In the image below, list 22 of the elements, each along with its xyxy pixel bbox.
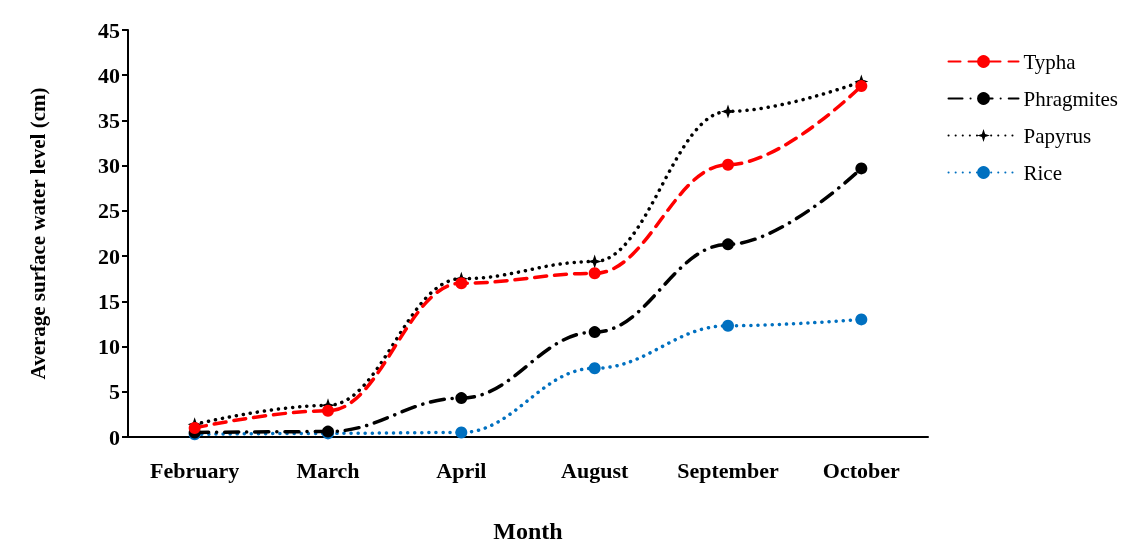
y-tick-label: 25 bbox=[98, 198, 120, 224]
y-tick-label: 45 bbox=[98, 17, 120, 43]
legend-label: Papyrus bbox=[1023, 123, 1092, 148]
y-tick-label: 0 bbox=[109, 424, 120, 450]
y-tick-label: 10 bbox=[98, 334, 120, 360]
x-tick-label: March bbox=[296, 457, 360, 483]
y-axis-title: Average surface water level (cm) bbox=[25, 87, 50, 380]
legend-label: Phragmites bbox=[1023, 86, 1119, 111]
y-tick-label: 15 bbox=[98, 288, 120, 314]
y-tick-label: 35 bbox=[98, 107, 120, 133]
y-tick-label: 5 bbox=[109, 379, 120, 405]
y-tick-label: 20 bbox=[98, 243, 120, 269]
y-tick-label: 40 bbox=[98, 62, 120, 88]
x-tick-label: October bbox=[822, 457, 901, 483]
x-tick-label: August bbox=[561, 457, 629, 483]
legend-label: Rice bbox=[1023, 160, 1062, 185]
legend-label: Typha bbox=[1023, 49, 1077, 74]
x-tick-label: February bbox=[150, 457, 240, 483]
x-axis-title: Month bbox=[493, 518, 563, 544]
y-tick-label: 30 bbox=[98, 153, 120, 179]
x-tick-label: April bbox=[436, 457, 487, 483]
x-tick-label: September bbox=[677, 457, 779, 483]
